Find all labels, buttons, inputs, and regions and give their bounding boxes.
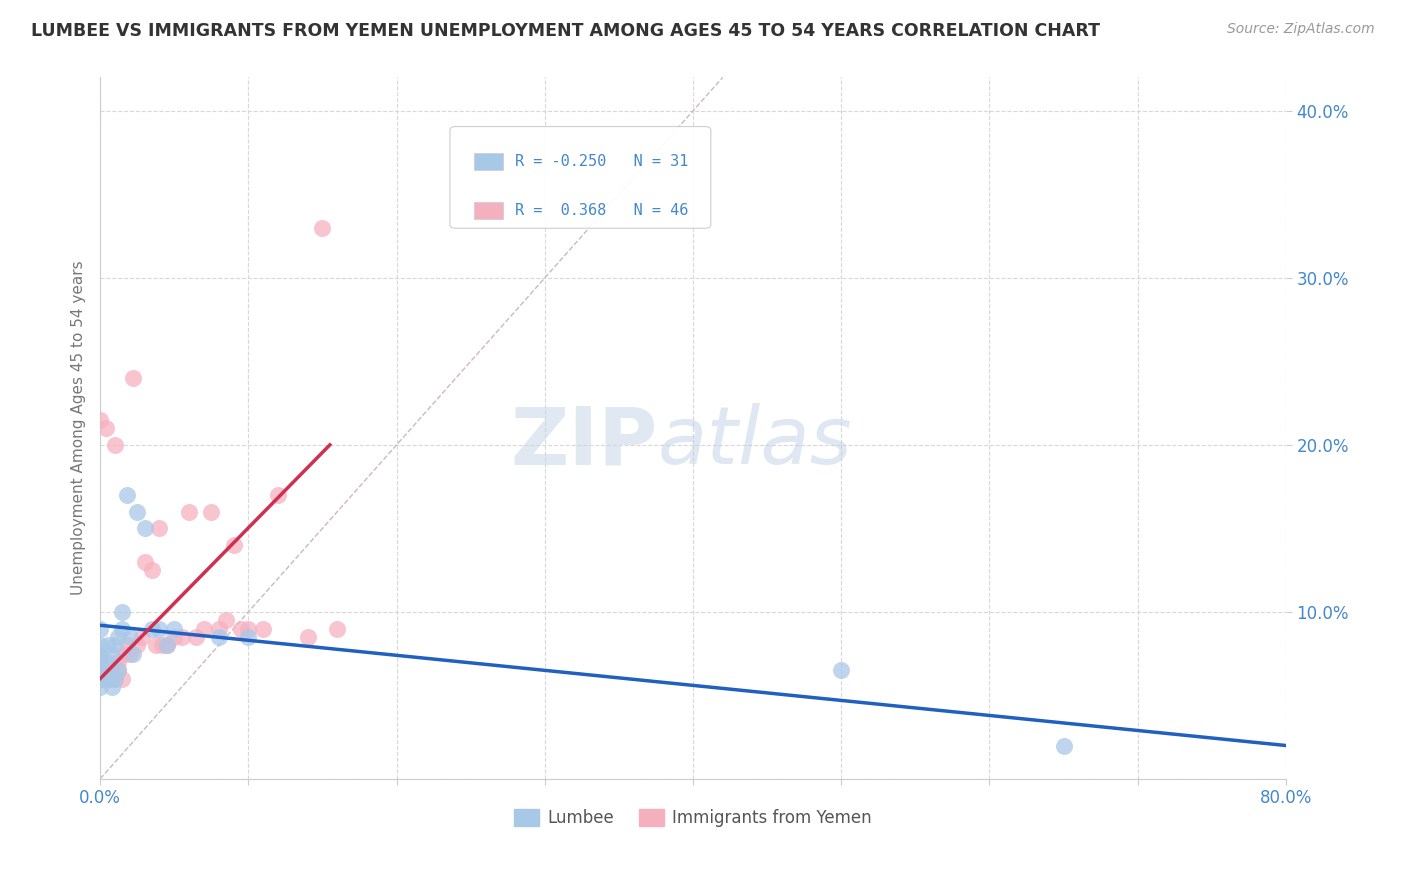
Point — [121, 647, 143, 661]
Point — [118, 647, 141, 661]
Point — [150, 638, 173, 652]
Point — [326, 622, 349, 636]
Point — [89, 647, 111, 661]
Point — [89, 655, 111, 669]
Point — [89, 655, 111, 669]
Point — [89, 413, 111, 427]
Point — [238, 630, 260, 644]
Point — [94, 421, 117, 435]
Point — [145, 638, 167, 652]
Point — [96, 638, 118, 652]
Point — [96, 672, 118, 686]
Point — [148, 622, 170, 636]
Point — [222, 538, 245, 552]
Point — [107, 664, 129, 678]
Point — [89, 622, 111, 636]
Point — [111, 605, 134, 619]
Point — [107, 630, 129, 644]
Point — [104, 672, 127, 686]
Point — [311, 220, 333, 235]
Point — [170, 630, 193, 644]
Point — [89, 672, 111, 686]
Point — [208, 630, 231, 644]
Text: LUMBEE VS IMMIGRANTS FROM YEMEN UNEMPLOYMENT AMONG AGES 45 TO 54 YEARS CORRELATI: LUMBEE VS IMMIGRANTS FROM YEMEN UNEMPLOY… — [31, 22, 1099, 40]
Point — [215, 613, 238, 627]
Legend: Lumbee, Immigrants from Yemen: Lumbee, Immigrants from Yemen — [508, 802, 879, 834]
Point — [1052, 739, 1074, 753]
Point — [89, 672, 111, 686]
Y-axis label: Unemployment Among Ages 45 to 54 years: Unemployment Among Ages 45 to 54 years — [72, 260, 86, 596]
Point — [830, 664, 852, 678]
Point — [96, 655, 118, 669]
Point — [141, 563, 163, 577]
Point — [297, 630, 319, 644]
Point — [134, 555, 156, 569]
Point — [98, 664, 121, 678]
Point — [121, 371, 143, 385]
FancyBboxPatch shape — [474, 202, 503, 219]
Point — [104, 438, 127, 452]
Point — [104, 638, 127, 652]
Point — [267, 488, 290, 502]
Point — [101, 664, 124, 678]
Point — [112, 647, 135, 661]
Point — [163, 622, 186, 636]
Point — [101, 680, 124, 694]
Point — [111, 622, 134, 636]
Point — [101, 647, 124, 661]
Point — [148, 521, 170, 535]
FancyBboxPatch shape — [474, 153, 503, 170]
Point — [208, 622, 231, 636]
Point — [111, 672, 134, 686]
Point — [118, 630, 141, 644]
Point — [134, 521, 156, 535]
Point — [94, 672, 117, 686]
Point — [156, 638, 179, 652]
Point — [89, 664, 111, 678]
Point — [141, 622, 163, 636]
Point — [89, 638, 111, 652]
Point — [177, 505, 200, 519]
Point — [229, 622, 252, 636]
Point — [91, 672, 114, 686]
Text: R =  0.368   N = 46: R = 0.368 N = 46 — [515, 203, 689, 219]
Point — [200, 505, 222, 519]
Point — [89, 680, 111, 694]
FancyBboxPatch shape — [450, 127, 711, 228]
Point — [238, 622, 260, 636]
Point — [101, 672, 124, 686]
Point — [107, 664, 129, 678]
Point — [193, 622, 215, 636]
Point — [115, 638, 138, 652]
Point — [115, 488, 138, 502]
Point — [131, 630, 153, 644]
Point — [107, 655, 129, 669]
Point — [89, 647, 111, 661]
Point — [127, 505, 149, 519]
Text: Source: ZipAtlas.com: Source: ZipAtlas.com — [1227, 22, 1375, 37]
Point — [156, 638, 179, 652]
Point — [91, 664, 114, 678]
Point — [186, 630, 208, 644]
Point — [96, 672, 118, 686]
Text: ZIP: ZIP — [510, 403, 658, 481]
Point — [89, 664, 111, 678]
Point — [163, 630, 186, 644]
Text: R = -0.250   N = 31: R = -0.250 N = 31 — [515, 154, 689, 169]
Point — [104, 672, 127, 686]
Point — [127, 638, 149, 652]
Point — [252, 622, 274, 636]
Text: atlas: atlas — [658, 403, 852, 481]
